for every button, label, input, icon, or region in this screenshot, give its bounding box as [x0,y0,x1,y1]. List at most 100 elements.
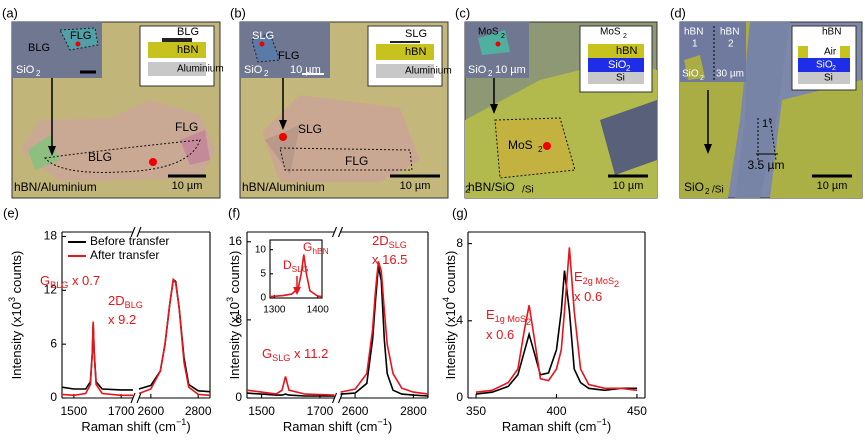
x-tick-label: 350 [466,404,486,418]
image-text: 2 [626,64,631,73]
axis-break [331,392,338,404]
y-tick-label: 8 [235,312,242,326]
x-tick-label: 1300 [263,305,286,316]
image-text: 2 [538,145,543,154]
axis-break [136,392,142,404]
peak-label-part: x 0.6 [574,289,602,304]
image-text: SiO [682,69,699,80]
spectrum-line [475,270,637,395]
image-text: hBN/SiO [468,180,515,194]
x-axis-label-part: ) [186,419,190,434]
y-axis-label-part: Intensity (x10 [443,302,458,379]
panel-label: (c) [455,5,470,20]
x-axis-label-part: Raman shift (cm [283,419,378,434]
image-text: 10 µm [495,64,526,76]
x-tick-label: 1700 [307,404,334,418]
image-text: SiO [608,59,627,71]
image-text: SLG [252,30,274,42]
panel-label: (a) [2,5,18,20]
peak-label: E2g MoS2 [574,269,619,289]
image-text: BLG [177,26,199,38]
arrow-head [293,287,301,295]
image-text: SLG [298,122,322,136]
x-tick-label: 1400 [307,305,330,316]
axis-break [130,392,136,404]
image-text: hBN [684,27,703,38]
peak-label-part: SLG [272,353,290,363]
x-axis-label: Raman shift (cm−1) [283,417,392,434]
y-axis-label-part: counts) [227,251,242,297]
peak-label-part: 2D [108,293,125,308]
peak-label-part: 1g MoS [495,314,526,324]
peak-label-part: G [303,240,312,254]
panel-label: (b) [230,5,246,20]
peak-label: 2DBLG [108,293,143,310]
image-text: hBN [405,46,426,58]
image-text: 2 [264,69,269,78]
axis-break [337,226,344,238]
x-axis-label-part: −1 [377,417,387,427]
image-text: hBN [177,44,198,56]
x-tick-label: 400 [546,404,566,418]
micrograph-b [239,21,449,199]
image-text: 10 µm [613,180,644,192]
y-tick-label: 10 [255,244,267,255]
x-axis-label-part: ) [388,419,392,434]
image-text: MoS [508,138,533,152]
x-tick-label: 1500 [60,404,87,418]
y-axis-label: Intensity (x103 counts) [7,251,24,380]
spectrum-line [246,261,429,396]
panel-label: (e) [3,205,19,220]
y-axis-label-part: Intensity (x10 [9,302,24,379]
x-axis-label-part: Raman shift (cm [81,419,176,434]
image-text: FLG [175,120,198,134]
image-text: hBN/Aluminium [14,180,97,194]
image-text: 30 µm [716,69,744,80]
peak-label: GSLG x 11.2 [262,346,328,363]
image-text: 1° [762,118,773,130]
peak-label: x 9.2 [108,312,136,327]
peak-label-part: 2D [372,233,389,248]
x-axis-label-part: Raman shift (cm [502,419,597,434]
peak-label-part: BLG [125,300,143,310]
x-axis-label-part: −1 [176,417,186,427]
panel-label: (d) [670,5,686,20]
peak-label-part: x 16.5 [372,252,407,267]
y-tick-label: 0 [50,390,57,404]
image-text: SiO [816,60,833,71]
axis-break [130,226,136,238]
peak-label-part: G [40,273,50,288]
peak-label: x 16.5 [372,252,407,267]
inset-spectrum-line [269,254,323,298]
image-text: hBN [616,45,637,57]
x-axis-label-part: ) [607,419,611,434]
y-axis-label: Intensity (x103 counts) [225,251,242,380]
spectrum-line [61,277,211,397]
image-text: FLG [345,154,368,168]
image-text: hBN [720,27,739,38]
peak-label-part: x 9.2 [108,312,136,327]
x-tick-label: 2600 [137,404,164,418]
y-tick-label: 0 [456,390,463,404]
image-text: FLG [278,50,299,62]
peak-label: E1g MoS2 [486,307,531,327]
y-tick-label: 0 [260,293,266,304]
image-text: Aluminium [405,66,452,77]
spectrum-line [475,247,638,393]
x-tick-label: 450 [627,404,647,418]
image-text: 10 µm [290,64,321,76]
peak-label: x 0.6 [486,327,514,342]
micrograph-c [464,21,658,199]
image-text: MoS [600,27,621,38]
image-text: 2 [832,65,836,72]
image-text: SiO [684,180,704,194]
image-text: /Si [522,185,534,196]
peak-label: GBLG x 0.7 [40,273,100,290]
image-text: BLG [88,150,112,164]
y-axis-label: Intensity (x104 counts) [441,251,458,380]
y-axis-label-part: 3 [225,297,235,302]
peak-label-part: G [262,346,272,361]
image-text: 10 µm [817,180,848,192]
peak-label: DSLG [283,258,308,274]
